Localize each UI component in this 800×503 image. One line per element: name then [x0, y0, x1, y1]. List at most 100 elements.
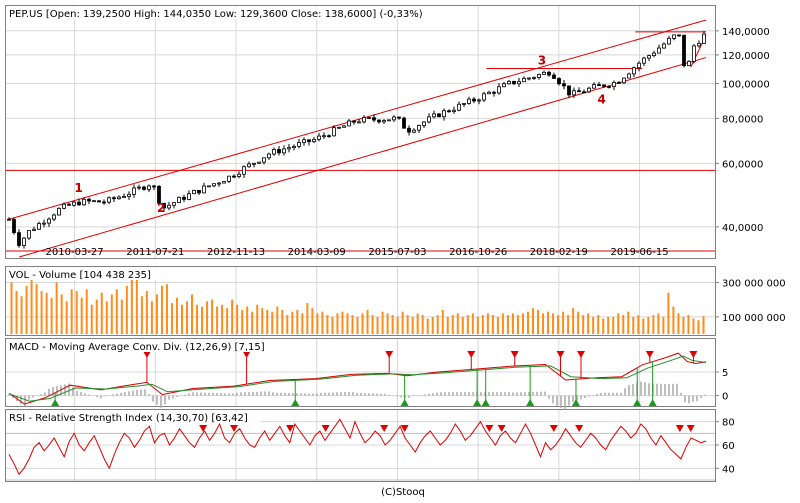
- rsi-grid: [6, 410, 715, 481]
- candle-body: [142, 186, 146, 190]
- volume-bar: [95, 299, 98, 334]
- volume-bar: [246, 306, 249, 334]
- volume-bar: [336, 313, 339, 334]
- candle-body: [327, 135, 331, 138]
- volume-bar: [406, 315, 409, 334]
- candle-body: [7, 218, 11, 221]
- x-tick-label: 2016-10-26: [449, 247, 507, 258]
- candle-body: [157, 185, 161, 204]
- volume-bar: [461, 316, 464, 334]
- volume-bar: [150, 301, 153, 334]
- candle-body: [262, 157, 266, 163]
- volume-bar: [60, 294, 63, 334]
- price-title-bg: [7, 7, 419, 19]
- volume-bar: [356, 316, 359, 334]
- volume-bar: [206, 301, 209, 334]
- candle-body: [427, 116, 431, 123]
- y-tick-label: 0: [722, 392, 728, 403]
- volume-bar: [276, 306, 279, 334]
- candle-body: [197, 190, 201, 194]
- rsi-overbought-marker: [497, 425, 506, 432]
- candle-body: [22, 237, 26, 246]
- volume-bar: [677, 313, 680, 334]
- volume-bar: [587, 313, 590, 334]
- volume-bar: [501, 313, 504, 334]
- buy-signal-marker: [571, 399, 580, 406]
- candle-body: [337, 126, 341, 129]
- volume-bar: [672, 306, 675, 334]
- candle-body: [257, 161, 261, 164]
- candle-body: [237, 173, 241, 177]
- volume-bar: [145, 291, 148, 334]
- volume-bar: [110, 294, 113, 334]
- rsi-overbought-marker: [549, 425, 558, 432]
- volume-bar: [50, 297, 53, 334]
- volume-bar: [211, 299, 214, 334]
- volume-bar: [547, 311, 550, 334]
- volume-bar: [286, 315, 289, 334]
- candle-body: [492, 91, 496, 94]
- candle-body: [87, 198, 91, 202]
- candle-body: [147, 185, 151, 190]
- channel-lower-line: [19, 57, 707, 258]
- buy-signal-marker: [473, 399, 482, 406]
- candle-body: [577, 90, 581, 93]
- candle-body: [592, 84, 596, 89]
- candle-body: [182, 196, 186, 200]
- volume-bar: [216, 306, 219, 334]
- volume-bar: [702, 316, 705, 334]
- candle-body: [122, 196, 126, 198]
- volume-bar: [662, 316, 665, 334]
- volume-bar: [120, 299, 123, 334]
- candle-body: [582, 91, 586, 94]
- candle-body: [507, 80, 511, 85]
- candle-body: [112, 197, 116, 200]
- volume-bar: [75, 291, 78, 334]
- candle-body: [287, 147, 291, 150]
- y-tick-label: 40,0000: [722, 223, 763, 234]
- y-tick-label: 300 000 000: [722, 278, 786, 289]
- candle-body: [47, 218, 51, 224]
- volume-bar: [617, 313, 620, 334]
- volume-bar: [466, 315, 469, 334]
- candle-body: [352, 120, 356, 123]
- wave-label-4: 4: [597, 92, 605, 106]
- candle-body: [167, 204, 171, 209]
- volume-bar: [401, 311, 404, 334]
- volume-bar: [261, 308, 264, 334]
- volume-bar: [15, 291, 18, 334]
- candle-body: [72, 201, 76, 206]
- candle-body: [677, 34, 681, 37]
- volume-bar: [632, 316, 635, 334]
- volume-bar: [196, 304, 199, 334]
- candle-body: [672, 34, 676, 39]
- volume-bar: [476, 316, 479, 334]
- candle-body: [97, 200, 101, 203]
- candle-body: [522, 78, 526, 83]
- candle-body: [92, 200, 96, 203]
- price-panel-frame: [5, 5, 716, 259]
- volume-bar: [251, 311, 254, 334]
- volume-bar: [351, 315, 354, 334]
- candle-body: [412, 129, 416, 133]
- wave-label-1: 1: [74, 181, 82, 195]
- price-x-axis: 2010-03-27 2011-07-21 2012-11-13 2014-03-09…: [46, 247, 669, 258]
- candle-body: [247, 163, 251, 168]
- volume-bar: [125, 285, 128, 334]
- volume-bar: [271, 311, 274, 334]
- volume-bar: [191, 294, 194, 334]
- candle-body: [562, 83, 566, 87]
- candle-body: [117, 196, 121, 200]
- candle-body: [292, 145, 296, 149]
- volume-bar: [416, 313, 419, 334]
- volume-bar: [170, 303, 173, 334]
- trend-channel: [8, 19, 707, 258]
- volume-y-axis: 100 000 000 300 000 000: [715, 278, 786, 324]
- wave-label-3: 3: [538, 53, 546, 67]
- volume-bar: [436, 315, 439, 334]
- volume-bar: [386, 313, 389, 334]
- candle-body: [697, 43, 701, 47]
- volume-bars: [10, 268, 705, 334]
